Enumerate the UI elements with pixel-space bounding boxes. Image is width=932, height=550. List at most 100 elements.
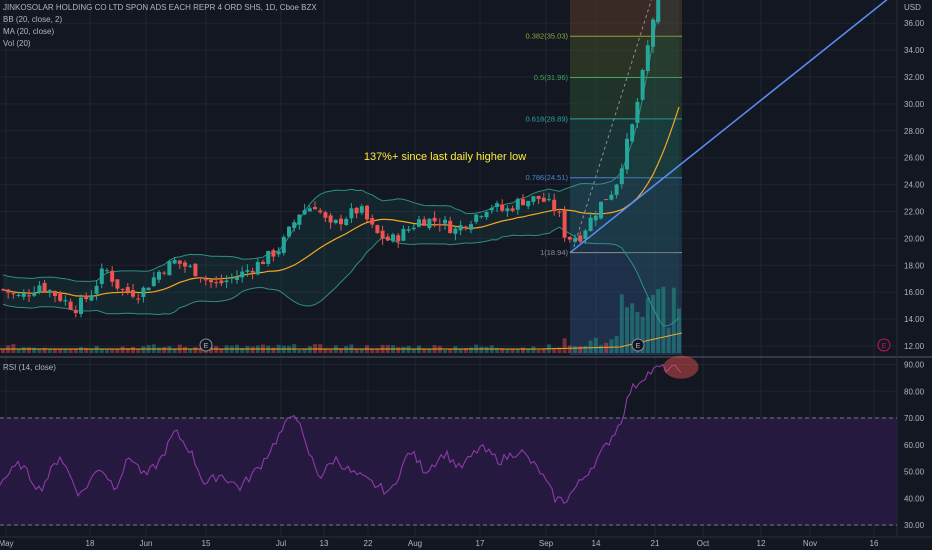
- candle[interactable]: [349, 203, 354, 224]
- candle[interactable]: [463, 225, 468, 231]
- candle[interactable]: [235, 270, 239, 284]
- candle[interactable]: [609, 190, 614, 201]
- candle[interactable]: [261, 259, 265, 265]
- candle[interactable]: [63, 295, 68, 306]
- candle[interactable]: [645, 39, 650, 74]
- candle[interactable]: [547, 192, 551, 202]
- rsi-legend[interactable]: RSI (14, close): [3, 363, 56, 372]
- candle[interactable]: [375, 224, 380, 234]
- candle[interactable]: [443, 216, 447, 230]
- candle[interactable]: [328, 212, 333, 229]
- candle[interactable]: [427, 218, 432, 231]
- candle[interactable]: [333, 219, 338, 225]
- candle[interactable]: [635, 97, 640, 129]
- candle[interactable]: [619, 163, 624, 189]
- bb-legend[interactable]: BB (20, close, 2): [3, 15, 63, 24]
- candle[interactable]: [469, 220, 473, 234]
- candle[interactable]: [125, 283, 130, 295]
- trendline[interactable]: [569, 0, 889, 254]
- candle[interactable]: [89, 290, 94, 302]
- candle[interactable]: [276, 247, 281, 257]
- candle[interactable]: [411, 223, 416, 231]
- candle[interactable]: [437, 218, 442, 232]
- candle[interactable]: [183, 260, 187, 273]
- candle[interactable]: [84, 292, 89, 302]
- candle[interactable]: [105, 268, 109, 274]
- time-axis[interactable]: May 18 Jun 15 Jul 13 22 Aug 17 Sep 14 21 Oct 12 Nov 16: [0, 539, 879, 548]
- candle[interactable]: [58, 290, 63, 303]
- candle[interactable]: [11, 291, 16, 299]
- candle[interactable]: [339, 214, 343, 231]
- candle[interactable]: [32, 286, 37, 298]
- candle[interactable]: [510, 205, 515, 213]
- candle[interactable]: [47, 289, 52, 298]
- candle[interactable]: [297, 214, 302, 230]
- candle[interactable]: [448, 216, 453, 234]
- candle[interactable]: [42, 279, 47, 293]
- candle[interactable]: [625, 132, 629, 174]
- candle[interactable]: [245, 264, 250, 277]
- candle[interactable]: [16, 291, 21, 298]
- candle[interactable]: [573, 234, 577, 244]
- candle[interactable]: [391, 232, 395, 243]
- candle[interactable]: [99, 263, 104, 289]
- candle[interactable]: [417, 216, 421, 228]
- candle[interactable]: [515, 197, 520, 215]
- candle[interactable]: [6, 289, 11, 299]
- candle[interactable]: [604, 198, 609, 201]
- candle[interactable]: [115, 279, 120, 292]
- candle[interactable]: [495, 200, 499, 212]
- candle[interactable]: [541, 192, 546, 203]
- candle[interactable]: [255, 257, 260, 276]
- candle[interactable]: [131, 284, 135, 299]
- candle[interactable]: [365, 204, 369, 223]
- candle[interactable]: [489, 204, 494, 214]
- candle[interactable]: [385, 233, 390, 242]
- candle[interactable]: [593, 210, 598, 227]
- candle[interactable]: [193, 263, 198, 277]
- candle[interactable]: [177, 260, 182, 269]
- candle[interactable]: [110, 266, 115, 287]
- candle[interactable]: [281, 234, 286, 256]
- candle[interactable]: [380, 225, 385, 245]
- candle[interactable]: [406, 225, 411, 233]
- candle[interactable]: [120, 288, 125, 296]
- candle[interactable]: [578, 231, 583, 244]
- candle[interactable]: [552, 193, 557, 216]
- symbol-title[interactable]: JINKOSOLAR HOLDING CO LTD SPON ADS EACH …: [3, 3, 317, 12]
- candle[interactable]: [479, 215, 484, 219]
- candle[interactable]: [53, 290, 57, 303]
- candle[interactable]: [172, 257, 177, 265]
- candle[interactable]: [209, 279, 213, 289]
- candle[interactable]: [323, 210, 328, 223]
- candle[interactable]: [79, 294, 83, 318]
- candle[interactable]: [531, 196, 536, 206]
- candle[interactable]: [651, 17, 655, 53]
- candle[interactable]: [396, 232, 401, 248]
- candle[interactable]: [484, 211, 489, 220]
- bollinger-upper[interactable]: [2, 0, 679, 282]
- candle[interactable]: [198, 276, 203, 283]
- candle[interactable]: [94, 280, 99, 301]
- candle[interactable]: [73, 305, 78, 318]
- candle[interactable]: [313, 201, 317, 210]
- candle[interactable]: [1, 288, 5, 292]
- candle[interactable]: [500, 199, 505, 213]
- candle[interactable]: [567, 236, 572, 243]
- candle[interactable]: [27, 289, 31, 302]
- candle[interactable]: [536, 195, 541, 205]
- candle[interactable]: [640, 68, 645, 101]
- earnings-marker[interactable]: E: [877, 338, 891, 352]
- candle[interactable]: [141, 286, 146, 303]
- ma-legend[interactable]: MA (20, close): [3, 27, 55, 36]
- candle[interactable]: [630, 123, 635, 144]
- rsi-highlight-ellipse[interactable]: [663, 355, 699, 379]
- candle[interactable]: [146, 287, 151, 291]
- candle[interactable]: [250, 267, 255, 280]
- candle[interactable]: [229, 273, 234, 284]
- candle[interactable]: [354, 207, 359, 219]
- candle[interactable]: [370, 214, 375, 229]
- price-axis[interactable]: 12.00 14.00 16.00 18.00 20.00 22.00 24.00 26.00…: [904, 0, 925, 351]
- candle[interactable]: [68, 298, 73, 311]
